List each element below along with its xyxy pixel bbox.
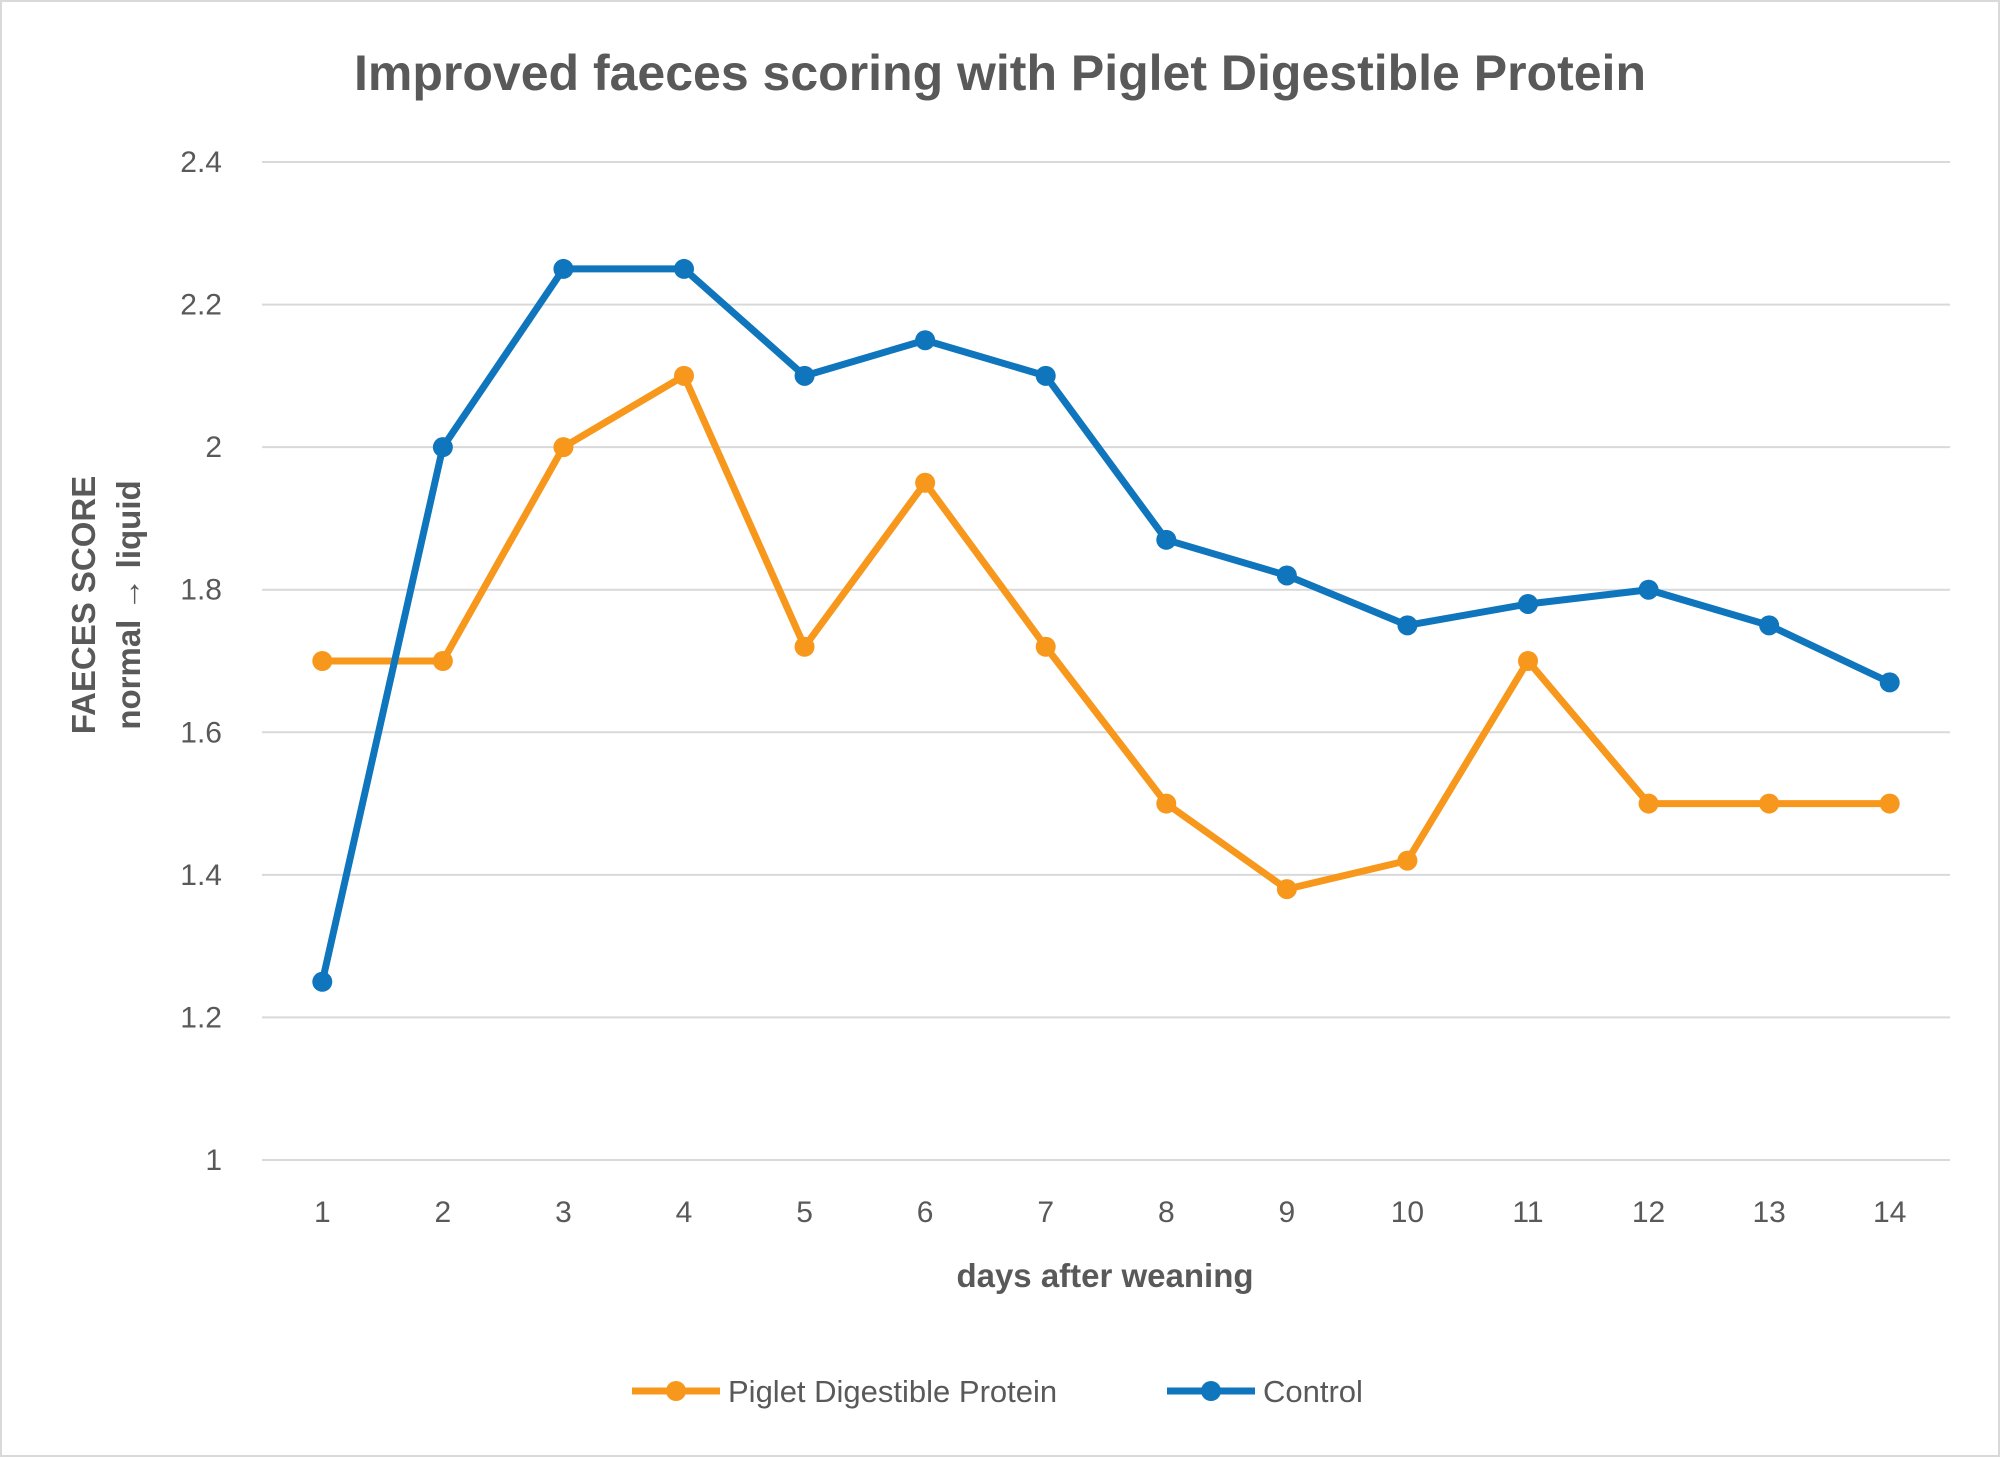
x-tick-label: 5 (796, 1196, 813, 1229)
data-point (1638, 793, 1659, 814)
x-tick-label: 7 (1037, 1196, 1054, 1229)
data-point (553, 437, 574, 458)
data-point (1759, 793, 1780, 814)
x-tick-label: 10 (1391, 1196, 1424, 1229)
x-tick-label: 14 (1873, 1196, 1906, 1229)
data-point (312, 651, 333, 671)
y-axis-tick-labels: 1 1.2 1.4 1.6 1.8 2 2.2 2.4 (180, 146, 222, 1177)
data-point (794, 365, 815, 386)
x-tick-label: 4 (676, 1196, 693, 1229)
x-tick-label: 2 (435, 1196, 452, 1229)
y-axis-title-line2: normal → liquid (110, 480, 147, 729)
data-point (1035, 636, 1056, 657)
x-tick-label: 1 (314, 1196, 331, 1229)
series-piglet-digestible-protein (312, 365, 1900, 900)
legend-label: Piglet Digestible Protein (728, 1374, 1057, 1409)
x-tick-label: 12 (1632, 1196, 1665, 1229)
series-layer (312, 258, 1900, 992)
y-tick-label: 1.6 (180, 716, 222, 749)
x-tick-label: 9 (1279, 1196, 1296, 1229)
x-tick-label: 11 (1512, 1196, 1543, 1229)
legend-item[interactable]: Piglet Digestible Protein (632, 1374, 1057, 1409)
x-axis-tick-labels: 1 2 3 4 5 6 7 8 9 10 11 12 13 14 (314, 1196, 1906, 1229)
data-point (1518, 593, 1538, 614)
y-tick-label: 1.4 (180, 859, 222, 892)
legend[interactable]: Piglet Digestible Protein Control (632, 1374, 1363, 1409)
data-point (674, 365, 694, 386)
data-point (1156, 529, 1177, 550)
data-point (1879, 793, 1900, 814)
data-point (1759, 615, 1780, 636)
chart-title: Improved faeces scoring with Piglet Dige… (354, 45, 1646, 101)
legend-swatch-marker (666, 1381, 686, 1401)
y-tick-label: 2.4 (180, 146, 222, 179)
data-point (553, 258, 574, 279)
data-point (432, 437, 453, 458)
x-axis-title: days after weaning (956, 1257, 1253, 1294)
legend-label: Control (1263, 1374, 1363, 1409)
y-tick-label: 1 (205, 1144, 222, 1177)
data-point (674, 258, 694, 279)
data-point (1638, 579, 1659, 600)
legend-item[interactable]: Control (1167, 1374, 1363, 1409)
data-point (1879, 672, 1900, 693)
y-tick-label: 2 (205, 431, 222, 464)
legend-swatch-marker (1201, 1381, 1221, 1401)
data-point (1156, 793, 1177, 814)
series-line (318, 372, 1894, 893)
series-control (312, 258, 1900, 992)
y-axis-title-line1: FAECES SCORE (65, 476, 102, 735)
x-tick-label: 6 (917, 1196, 934, 1229)
data-point (1276, 565, 1297, 586)
x-tick-label: 3 (555, 1196, 572, 1229)
data-point (312, 971, 333, 992)
x-tick-label: 13 (1752, 1196, 1785, 1229)
series-line (318, 265, 1894, 986)
y-tick-label: 1.8 (180, 574, 222, 607)
y-tick-label: 1.2 (180, 1001, 222, 1034)
x-tick-label: 8 (1158, 1196, 1175, 1229)
data-point (1035, 365, 1056, 386)
data-point (915, 472, 936, 493)
gridlines (262, 161, 1950, 1161)
y-tick-label: 2.2 (180, 289, 222, 322)
data-point (794, 636, 815, 657)
data-point (432, 651, 453, 671)
data-point (1276, 879, 1297, 900)
data-point (1518, 651, 1538, 671)
data-point (1397, 615, 1418, 636)
data-point (1397, 850, 1418, 871)
data-point (915, 330, 936, 351)
